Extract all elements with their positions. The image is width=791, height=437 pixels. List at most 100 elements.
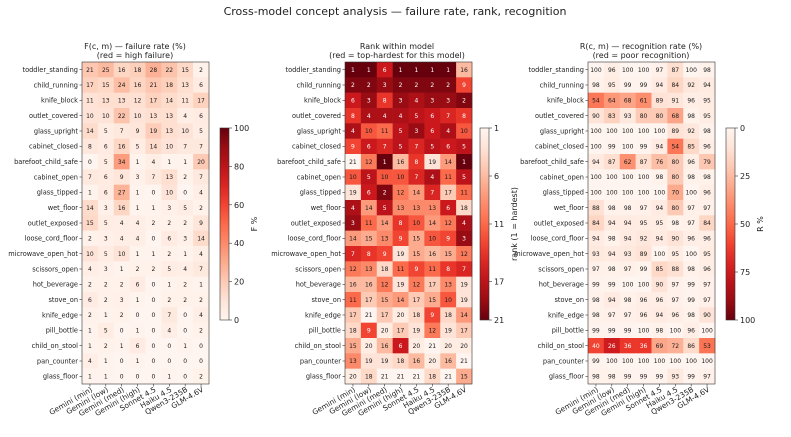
- heatmap-cell: [193, 62, 210, 78]
- heatmap-cell: [82, 322, 99, 339]
- heatmap-cell: [82, 77, 99, 93]
- cell-value-label: 14: [413, 190, 421, 197]
- cell-value-label: 2: [415, 82, 419, 89]
- heatmap-cell: [440, 246, 457, 262]
- cell-value-label: 19: [397, 282, 405, 289]
- heatmap-cell: [619, 322, 636, 339]
- heatmap-cell: [145, 292, 162, 308]
- heatmap-cell: [161, 353, 178, 369]
- heatmap-cell: [97, 338, 115, 354]
- heatmap-cell: [408, 368, 425, 385]
- cell-value-label: 99: [624, 374, 632, 381]
- row-label: scissors_open: [32, 265, 78, 273]
- cell-value-label: 87: [640, 159, 648, 166]
- cell-value-label: 100: [685, 358, 697, 365]
- heatmap-cell: [619, 215, 636, 231]
- heatmap-cell: [129, 353, 146, 369]
- cell-value-label: 17: [349, 312, 357, 319]
- cell-value-label: 10: [86, 113, 94, 120]
- cell-value-label: 3: [104, 236, 108, 243]
- cell-value-label: 98: [624, 205, 632, 212]
- heatmap-cell: [161, 138, 178, 155]
- cell-value-label: 1: [430, 67, 434, 74]
- cell-value-label: 7: [152, 174, 156, 181]
- cell-value-label: 2: [104, 282, 108, 289]
- cell-value-label: 94: [592, 159, 600, 166]
- heatmap-cell: [456, 276, 473, 293]
- heatmap-cell: [376, 261, 393, 277]
- heatmap-cell: [97, 230, 115, 247]
- heatmap-cell: [193, 353, 210, 369]
- heatmap-cell: [619, 353, 636, 369]
- heatmap-cell: [376, 92, 393, 109]
- heatmap-cell: [619, 169, 636, 185]
- cell-value-label: 12: [413, 282, 421, 289]
- heatmap-cell: [635, 322, 652, 339]
- heatmap-cell: [651, 138, 668, 155]
- cell-value-label: 98: [687, 174, 695, 181]
- cell-value-label: 18: [349, 328, 357, 335]
- cell-value-label: 4: [199, 251, 203, 258]
- cell-value-label: 96: [687, 98, 695, 105]
- heatmap-cell: [161, 215, 178, 231]
- heatmap-cell: [360, 200, 378, 216]
- cell-value-label: 19: [428, 159, 436, 166]
- cell-value-label: 20: [349, 374, 357, 381]
- heatmap-cell: [177, 200, 194, 216]
- heatmap-cell: [408, 261, 425, 277]
- heatmap-cell: [129, 154, 146, 170]
- row-label: glass_tipped: [37, 189, 78, 197]
- heatmap-cell: [635, 62, 652, 78]
- cell-value-label: 3: [104, 266, 108, 273]
- heatmap-cell: [699, 108, 716, 124]
- heatmap-cell: [635, 169, 652, 185]
- heatmap-cell: [440, 261, 457, 277]
- cell-value-label: 53: [703, 343, 711, 350]
- cell-value-label: 14: [86, 205, 94, 212]
- heatmap-cell: [635, 230, 652, 247]
- heatmap-cell: [345, 338, 362, 354]
- heatmap-cell: [97, 62, 115, 78]
- heatmap-cell: [683, 62, 700, 78]
- cell-value-label: 21: [460, 358, 468, 365]
- cell-value-label: 15: [349, 343, 357, 350]
- panel-1-subtitle: (red = high failure): [97, 51, 173, 60]
- heatmap-cell: [667, 368, 684, 385]
- heatmap-cell: [699, 154, 716, 170]
- heatmap-cell: [129, 169, 146, 185]
- heatmap-cell: [683, 77, 700, 93]
- heatmap-cell: [588, 246, 605, 262]
- heatmap-cell: [177, 338, 194, 354]
- cell-value-label: 7: [199, 144, 203, 151]
- heatmap-cell: [667, 184, 684, 201]
- heatmap-cell: [193, 338, 210, 354]
- cell-value-label: 2: [183, 220, 187, 227]
- cell-value-label: 10: [165, 144, 173, 151]
- heatmap-cell: [424, 276, 441, 293]
- heatmap-cell: [603, 353, 621, 369]
- heatmap-cell: [651, 77, 668, 93]
- heatmap-cell: [635, 92, 652, 109]
- cell-value-label: 1: [104, 374, 108, 381]
- heatmap-cell: [456, 246, 473, 262]
- heatmap-cell: [635, 154, 652, 170]
- cell-value-label: 10: [460, 128, 468, 135]
- cell-value-label: 4: [383, 113, 387, 120]
- heatmap-cell: [376, 246, 393, 262]
- cell-value-label: 5: [136, 144, 140, 151]
- heatmap-cell: [97, 307, 115, 323]
- cell-value-label: 5: [104, 159, 108, 166]
- heatmap-cell: [651, 92, 668, 109]
- cell-value-label: 98: [687, 312, 695, 319]
- cell-value-label: 94: [624, 220, 632, 227]
- cell-value-label: 97: [640, 205, 648, 212]
- cell-value-label: 19: [150, 128, 158, 135]
- heatmap-cell: [440, 215, 457, 231]
- heatmap-cell: [408, 154, 425, 170]
- heatmap-cell: [440, 276, 457, 293]
- heatmap-cell: [376, 200, 393, 216]
- cell-value-label: 84: [703, 220, 711, 227]
- cell-value-label: 11: [349, 297, 357, 304]
- cell-value-label: 10: [349, 174, 357, 181]
- heatmap-cell: [683, 154, 700, 170]
